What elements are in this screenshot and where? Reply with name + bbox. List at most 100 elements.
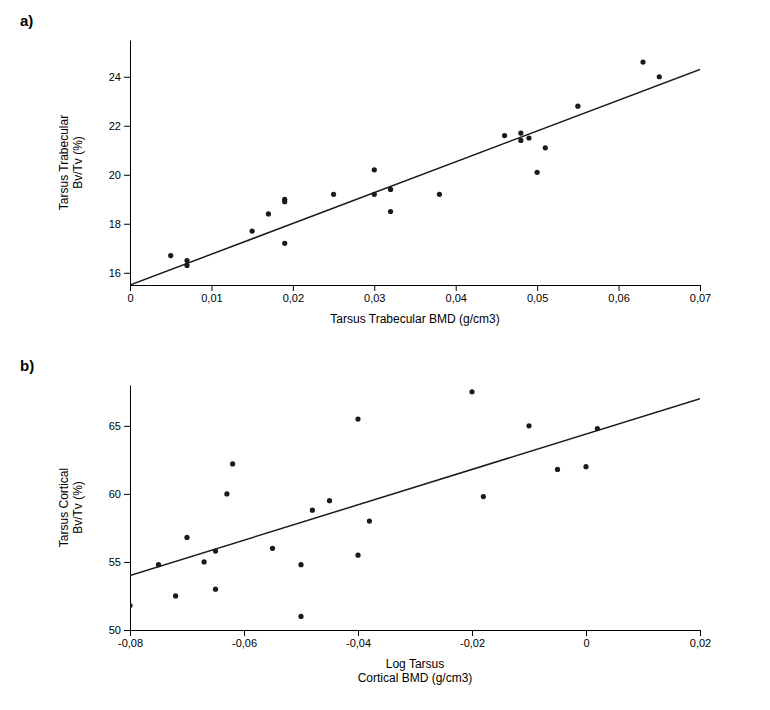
tick-mark — [124, 224, 130, 225]
point — [250, 229, 255, 234]
point — [355, 416, 360, 421]
tick-mark — [124, 630, 130, 631]
tick-label: 60 — [109, 488, 121, 500]
tick-mark — [456, 285, 457, 291]
tick: 0,04 — [446, 285, 467, 304]
tick-label: 50 — [109, 624, 121, 636]
regression-line — [130, 69, 700, 285]
tick-label: -0,08 — [118, 637, 143, 649]
tick: -0,04 — [346, 630, 371, 649]
point — [437, 192, 442, 197]
figure: 00,010,020,030,040,050,060,071618202224T… — [0, 0, 770, 710]
y-axis-line — [130, 386, 131, 631]
tick: 0,05 — [527, 285, 548, 304]
tick: 55 — [109, 556, 130, 568]
tick-mark — [374, 285, 375, 291]
tick-mark — [472, 630, 473, 636]
point — [298, 562, 303, 567]
tick-label: 22 — [109, 120, 121, 132]
tick-mark — [700, 285, 701, 291]
tick-mark — [124, 273, 130, 274]
tick-mark — [124, 562, 130, 563]
panel-label: b) — [20, 357, 34, 374]
tick: 0,01 — [201, 285, 222, 304]
panel: 00,010,020,030,040,050,060,071618202224T… — [20, 12, 711, 326]
tick-label: 0,04 — [446, 292, 467, 304]
tick-label: 0,05 — [527, 292, 548, 304]
point — [372, 167, 377, 172]
tick-label: 16 — [109, 267, 121, 279]
tick-mark — [537, 285, 538, 291]
point — [583, 464, 588, 469]
point — [230, 461, 235, 466]
point — [298, 614, 303, 619]
tick-mark — [124, 175, 130, 176]
point — [502, 133, 507, 138]
point — [310, 508, 315, 513]
x-axis-title: Log TarsusCortical BMD (g/cm3) — [358, 657, 473, 685]
tick-mark — [124, 494, 130, 495]
tick: 0 — [583, 630, 589, 649]
x-axis: 00,010,020,030,040,050,060,07 — [127, 285, 711, 304]
point — [518, 131, 523, 136]
point — [224, 491, 229, 496]
point — [282, 197, 287, 202]
tick: 20 — [109, 169, 130, 181]
tick: 60 — [109, 488, 130, 500]
plot-area — [130, 59, 700, 285]
point — [526, 135, 531, 140]
point — [575, 104, 580, 109]
point — [469, 389, 474, 394]
tick: 0,02 — [283, 285, 304, 304]
regression-line — [130, 399, 700, 576]
plot-area — [130, 389, 700, 619]
tick-label: 55 — [109, 556, 121, 568]
point — [270, 546, 275, 551]
x-axis-line — [131, 285, 701, 286]
tick: -0,06 — [232, 630, 257, 649]
tick-mark — [619, 285, 620, 291]
y-axis-line — [130, 41, 131, 286]
point — [266, 211, 271, 216]
point — [640, 59, 645, 64]
point — [173, 593, 178, 598]
point — [331, 192, 336, 197]
point — [168, 253, 173, 258]
tick: 18 — [109, 218, 130, 230]
tick-mark — [358, 630, 359, 636]
tick: 22 — [109, 120, 130, 132]
tick-label: 0,03 — [364, 292, 385, 304]
tick: 65 — [109, 420, 130, 432]
tick-mark — [130, 630, 131, 636]
scatter-series — [168, 59, 662, 268]
panel-label: a) — [20, 12, 33, 29]
point — [526, 423, 531, 428]
tick: 0,03 — [364, 285, 385, 304]
tick: 0,02 — [690, 630, 711, 649]
tick-label: 0,02 — [690, 637, 711, 649]
tick-label: 24 — [109, 71, 121, 83]
tick-label: 0,01 — [201, 292, 222, 304]
tick-label: -0,06 — [232, 637, 257, 649]
point — [535, 170, 540, 175]
tick-label: 0,07 — [690, 292, 711, 304]
point — [555, 467, 560, 472]
tick-mark — [244, 630, 245, 636]
tick-mark — [211, 285, 212, 291]
tick: 50 — [109, 624, 130, 636]
tick: 16 — [109, 267, 130, 279]
tick-label: -0,02 — [460, 637, 485, 649]
tick-mark — [124, 77, 130, 78]
tick-label: 0 — [127, 292, 133, 304]
point — [355, 553, 360, 558]
tick: -0,08 — [118, 630, 143, 649]
y-axis-title: Tarsus CorticalBv/Tv (%) — [57, 468, 85, 547]
tick: -0,02 — [460, 630, 485, 649]
point — [327, 498, 332, 503]
x-axis: -0,08 -0,06 -0,04 -0,02 0 0,02 — [118, 630, 711, 649]
panel: -0,08 -0,06 -0,04 -0,02 0 0,02 50 55 60 65 Log Tar… — [20, 357, 711, 685]
point — [282, 241, 287, 246]
x-axis-title: Tarsus Trabecular BMD (g/cm3) — [330, 312, 499, 326]
tick: 0 — [127, 285, 133, 304]
y-axis-title: Tarsus TrabecularBv/Tv (%) — [57, 115, 85, 210]
